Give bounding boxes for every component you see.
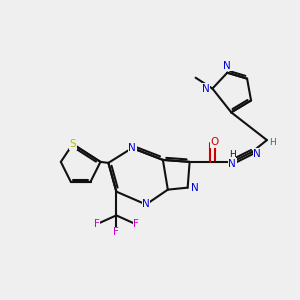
Text: N: N [224,61,231,71]
Text: F: F [113,227,119,237]
Text: N: N [228,159,236,169]
Text: N: N [128,143,136,153]
Text: F: F [94,219,99,229]
Text: N: N [202,84,209,94]
Text: H: H [229,151,236,160]
Text: O: O [210,137,218,147]
Text: S: S [69,139,76,149]
Text: N: N [142,200,150,209]
Text: H: H [269,138,276,147]
Text: N: N [191,183,199,193]
Text: F: F [133,219,139,229]
Text: N: N [253,149,261,159]
